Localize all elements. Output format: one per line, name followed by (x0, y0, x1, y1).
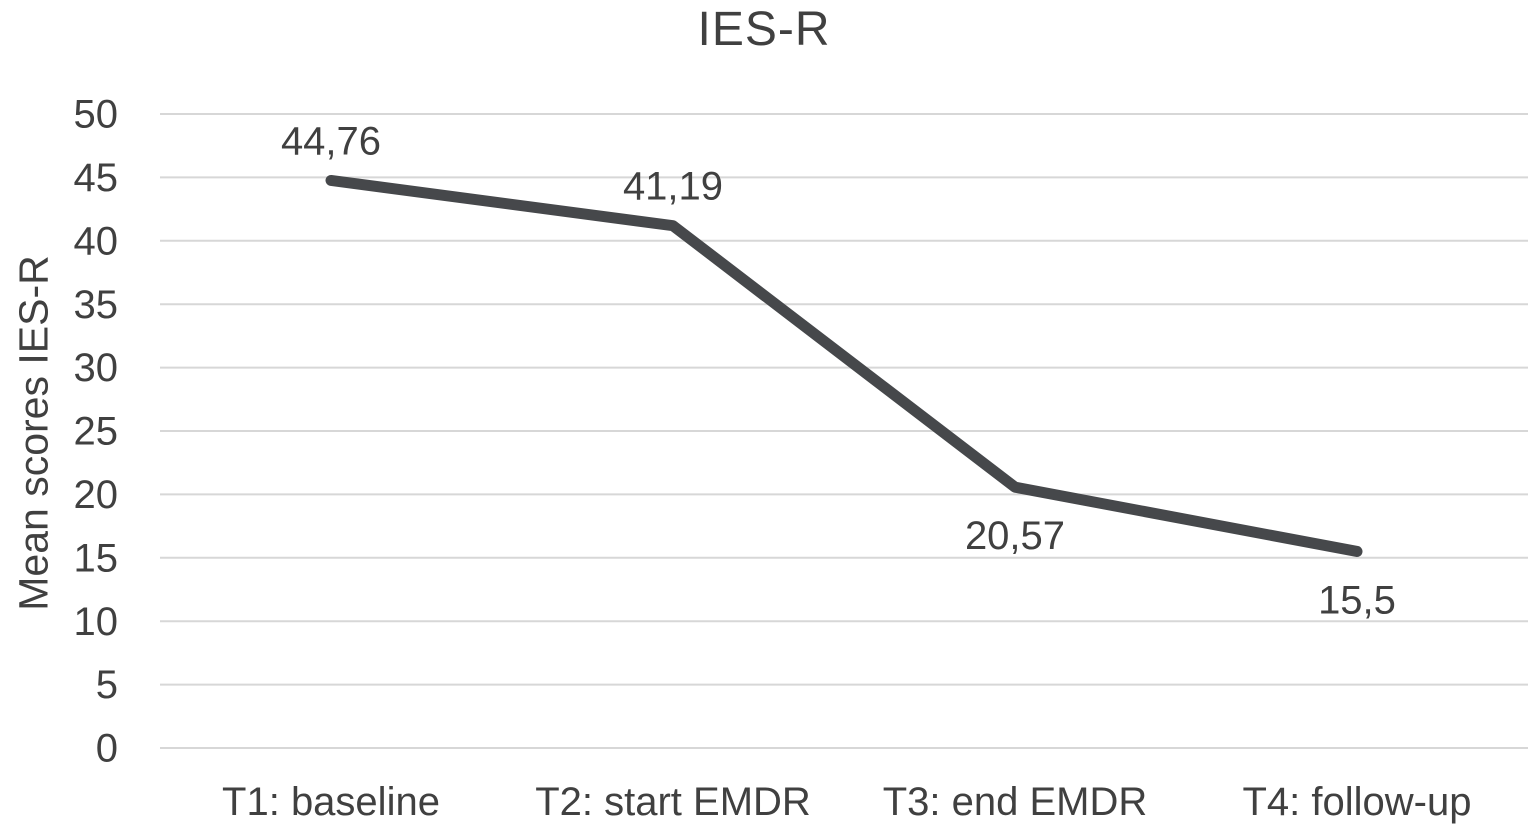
x-category-label: T2: start EMDR (535, 780, 811, 824)
x-category-label: T3: end EMDR (883, 780, 1148, 824)
y-tick-label: 35 (74, 283, 119, 327)
y-tick-label: 30 (74, 346, 119, 390)
x-category-label: T4: follow-up (1243, 780, 1472, 824)
y-tick-label: 50 (74, 93, 119, 137)
y-tick-label: 10 (74, 600, 119, 644)
y-tick-label: 15 (74, 536, 119, 580)
y-tick-label: 40 (74, 219, 119, 263)
x-category-label: T1: baseline (222, 780, 440, 824)
y-tick-label: 25 (74, 410, 119, 454)
y-tick-label: 20 (74, 473, 119, 517)
data-label: 41,19 (623, 165, 723, 209)
y-tick-label: 5 (96, 663, 118, 707)
data-label: 44,76 (281, 119, 381, 163)
y-tick-label: 45 (74, 156, 119, 200)
data-label: 15,5 (1318, 578, 1396, 622)
chart-title: IES-R (697, 3, 831, 56)
y-tick-label: 0 (96, 727, 118, 771)
data-label: 20,57 (965, 514, 1065, 558)
series-line (325, 174, 1363, 557)
y-axis-title: Mean scores IES-R (10, 255, 57, 611)
